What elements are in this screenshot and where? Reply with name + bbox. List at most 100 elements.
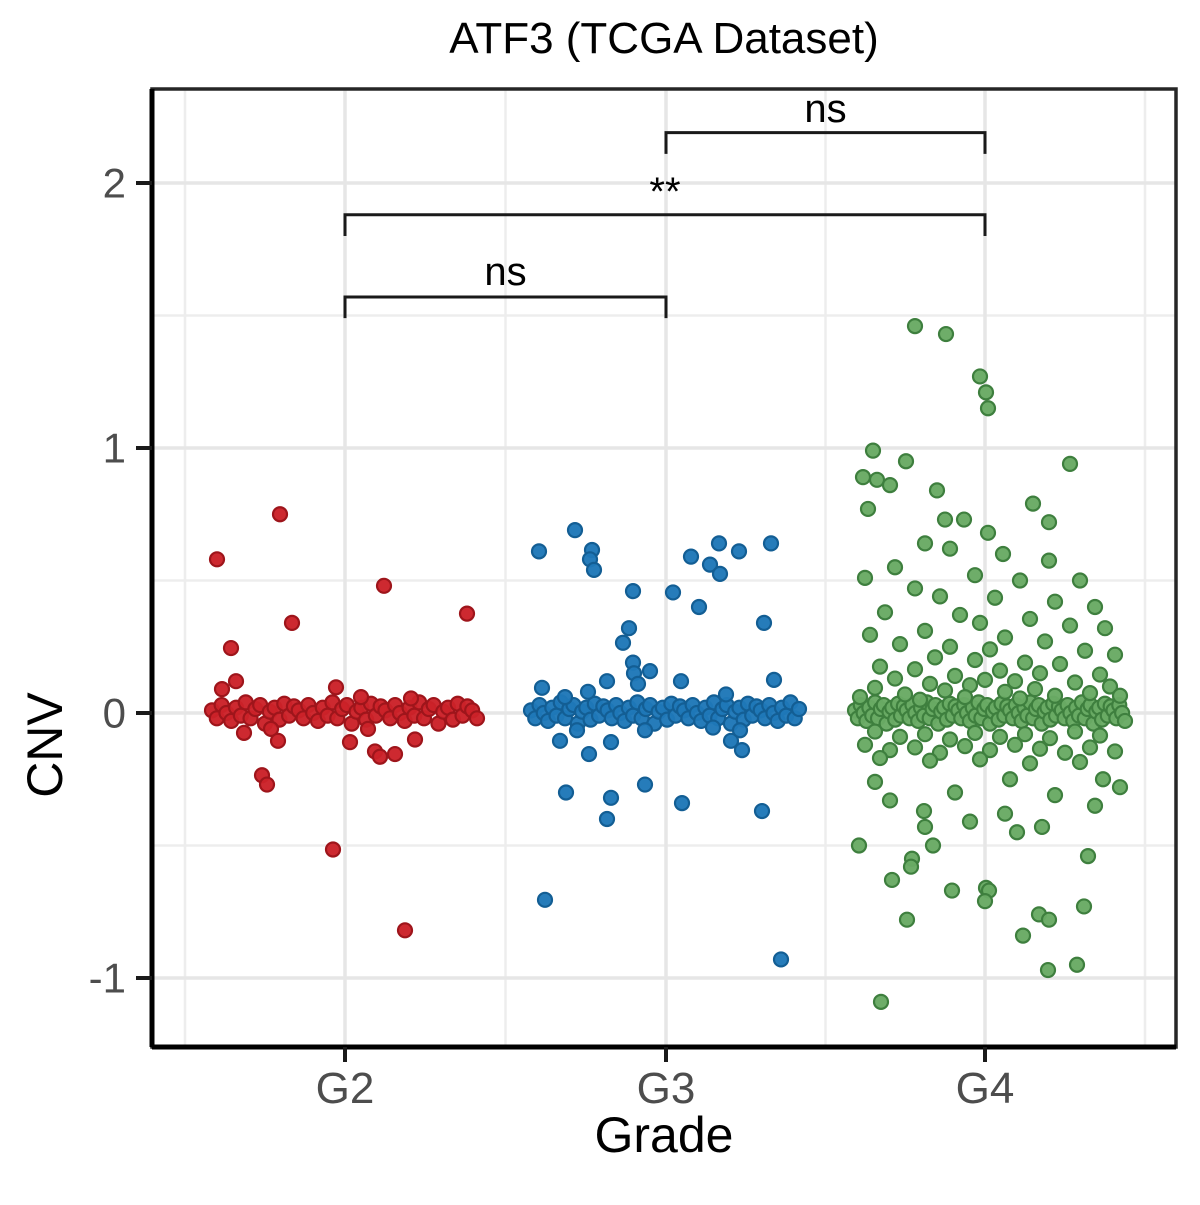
data-point-g4 [921,752,939,769]
plot-title: ATF3 (TCGA Dataset) [449,14,879,63]
data-point-g2 [208,551,226,568]
data-point-g4 [926,649,944,666]
data-point-g4 [956,688,974,706]
data-point-g3 [790,700,808,718]
data-point-g4 [886,559,904,576]
y-tick-label: 2 [103,160,126,207]
data-point-g4 [1116,712,1134,730]
data-point-g4 [991,662,1009,679]
data-point-g4 [1036,633,1054,650]
y-tick-label: 0 [103,690,126,737]
data-point-g4 [1006,673,1024,690]
data-point-g4 [1111,779,1129,796]
data-point-g4 [854,469,872,486]
data-point-g3 [711,565,729,582]
data-point-g4 [1016,654,1034,671]
data-point-g4 [871,658,889,675]
data-point-g4 [936,682,954,699]
data-point-g4 [902,858,920,875]
data-point-g4 [1021,610,1039,628]
data-point-g4 [976,893,994,910]
data-point-g4 [859,500,877,518]
data-point-g4 [911,691,929,708]
data-point-g2 [222,639,240,657]
data-point-g4 [856,569,874,586]
data-point-g3 [580,745,598,763]
data-point-g4 [951,606,969,624]
data-point-g3 [717,686,735,703]
data-point-g4 [966,567,984,584]
data-point-g3 [730,543,748,560]
data-point-g4 [1101,678,1119,695]
data-point-g4 [1040,911,1058,928]
data-point-g3 [585,561,603,579]
data-point-g3 [598,810,616,828]
data-point-g4 [864,442,882,459]
series-g3 [522,522,808,968]
data-point-g2 [262,720,280,738]
data-point-g4 [1008,824,1026,841]
data-point-g3 [673,794,691,812]
data-point-g4 [928,482,946,499]
series-g2 [203,506,486,939]
data-point-g4 [1068,956,1086,973]
data-point-g4 [1061,617,1079,634]
data-point-g4 [866,679,884,696]
data-point-g4 [1096,620,1114,637]
data-point-g4 [981,641,999,658]
series-g4 [846,318,1134,1010]
data-point-g4 [915,802,933,820]
data-point-g4 [1006,736,1024,753]
data-point-g2 [283,614,301,632]
data-point-g4 [1046,687,1064,704]
data-point-g4 [866,773,884,791]
data-point-g4 [1075,898,1093,915]
data-point-g4 [881,477,899,494]
data-point-g4 [996,683,1014,700]
data-point-g3 [641,663,659,680]
significance-bracket-g2-g3 [343,295,668,319]
data-point-g4 [1046,593,1064,610]
data-point-g4 [891,635,909,653]
x-tick-label-g4: G4 [956,1064,1015,1113]
data-point-g4 [886,670,904,687]
data-point-g4 [916,622,934,639]
data-point-g4 [956,738,974,755]
data-point-g2 [371,748,389,765]
data-point-g3 [602,789,620,806]
data-point-g4 [979,400,997,417]
data-point-g2 [386,745,404,763]
data-point-g4 [1031,740,1049,757]
data-point-g4 [931,588,949,605]
data-point-g4 [1016,726,1034,743]
data-point-g4 [941,731,959,748]
data-point-g4 [896,686,914,703]
data-point-g2 [235,724,253,741]
data-point-g4 [906,739,924,756]
data-point-g4 [1024,495,1042,512]
data-point-g2 [324,841,342,858]
data-point-g3 [672,673,690,690]
data-point-g4 [1079,847,1097,865]
data-point-g4 [1066,723,1084,740]
data-point-g4 [1033,818,1051,836]
panel-border [150,87,1178,1049]
data-point-g4 [941,540,959,557]
data-point-g4 [1061,455,1079,472]
data-point-g4 [876,604,894,621]
data-point-g4 [1041,730,1059,747]
data-point-g4 [1071,572,1089,589]
data-point-g4 [1040,552,1058,569]
data-point-g4 [996,629,1014,646]
data-point-g4 [891,728,909,745]
data-point-g2 [468,710,486,727]
data-point-g4 [1021,755,1039,772]
data-point-g3 [536,891,554,908]
data-point-g3 [530,543,548,560]
data-point-g4 [1026,681,1044,698]
y-tick-label: 1 [103,425,126,472]
data-point-g4 [881,792,899,809]
